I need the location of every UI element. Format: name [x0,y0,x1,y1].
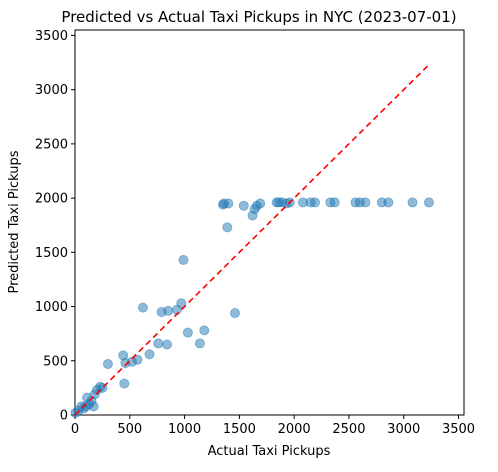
scatter-points [70,197,434,418]
scatter-point [423,197,434,208]
scatter-point [383,197,394,208]
scatter-point [407,197,418,208]
x-tick-label: 500 [117,422,142,437]
x-tick-label: 3000 [387,422,420,437]
scatter-point [88,401,99,412]
x-tick-label: 1000 [168,422,201,437]
scatter-point [182,327,193,338]
y-axis-title: Predicted Taxi Pickups [7,150,22,293]
x-tick-label: 1500 [223,422,256,437]
scatter-point [102,359,113,370]
scatter-point [360,197,371,208]
y-tick-label: 1500 [35,246,68,261]
scatter-point [153,338,164,349]
y-tick-label: 3500 [35,29,68,44]
scatter-point [144,349,155,360]
scatter-point [229,308,240,319]
scatter-point [137,302,148,313]
x-tick-label: 2000 [278,422,311,437]
x-axis-ticks: 0 500 1000 1500 2000 2500 3000 3500 [71,415,475,437]
y-tick-label: 3000 [35,83,68,98]
y-tick-label: 500 [43,354,68,369]
y-tick-label: 2500 [35,137,68,152]
scatter-point [199,325,210,336]
x-tick-label: 0 [71,422,79,437]
scatter-point [119,378,130,389]
chart-title: Predicted vs Actual Taxi Pickups in NYC … [61,8,456,26]
scatter-point [329,197,340,208]
y-tick-label: 2000 [35,192,68,207]
scatter-point [178,254,189,265]
y-axis-ticks: 0 500 1000 1500 2000 2500 3000 3500 [35,29,75,424]
scatter-point [255,198,266,209]
scatter-point [163,305,174,316]
scatter-point [309,197,320,208]
y-tick-label: 1000 [35,300,68,315]
reference-line [74,64,430,416]
plot-frame [74,29,465,416]
x-tick-label: 3500 [442,422,475,437]
scatter-point [132,354,143,365]
scatter-point [223,198,234,209]
x-tick-label: 2500 [332,422,365,437]
scatter-point [194,338,205,349]
scatter-point [222,222,233,233]
scatter-point [238,200,249,211]
x-axis-title: Actual Taxi Pickups [208,444,331,459]
scatter-point [176,298,187,309]
y-tick-label: 0 [60,409,68,424]
scatter-point [162,339,173,350]
